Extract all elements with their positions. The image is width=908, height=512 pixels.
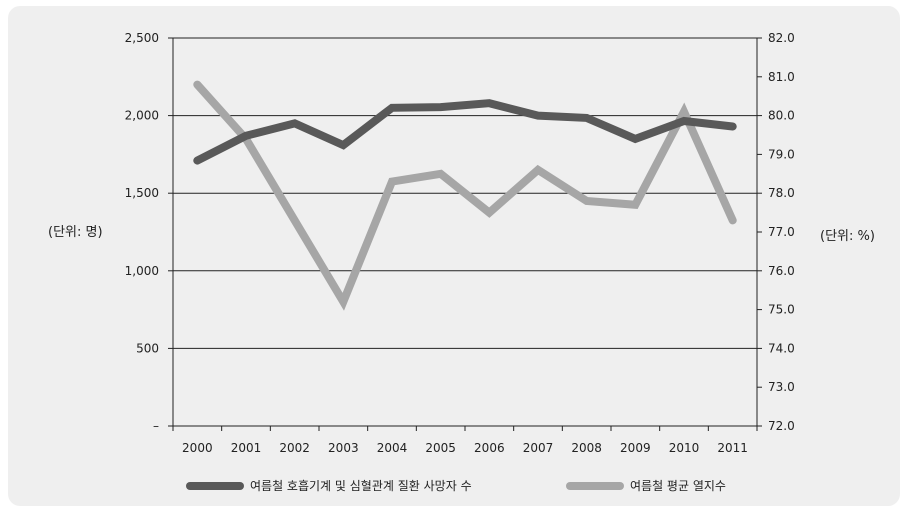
- legend: 여름철 호흡기계 및 심혈관계 질환 사망자 수 여름철 평균 열지수: [186, 479, 726, 493]
- right-tick-label: 72.0: [768, 419, 795, 433]
- right-tick-label: 81.0: [768, 70, 795, 84]
- data-point-deaths: [196, 160, 198, 162]
- series-line-heat-index: [193, 80, 737, 311]
- data-point-heat-index: [294, 219, 296, 221]
- x-tick-label: 2008: [571, 441, 602, 455]
- x-tick-label: 2005: [425, 441, 456, 455]
- tick-labels: – 500 1,000 1,500 2,000 2,500 72.0 73.0 74.0 75.0…: [125, 31, 795, 455]
- right-tick-label: 79.0: [768, 147, 795, 161]
- x-tick-label: 2010: [669, 441, 700, 455]
- left-tick-label: 2,000: [125, 109, 159, 123]
- legend-label-heat-index: 여름철 평균 열지수: [630, 479, 726, 493]
- right-tick-label: 78.0: [768, 186, 795, 200]
- left-axis-unit-label: (단위: 명): [48, 225, 103, 240]
- right-tick-label: 76.0: [768, 264, 795, 278]
- data-point-heat-index: [683, 111, 685, 113]
- data-point-heat-index: [586, 200, 588, 202]
- right-tick-label: 82.0: [768, 31, 795, 45]
- right-tick-label: 77.0: [768, 225, 795, 239]
- data-point-deaths: [488, 102, 490, 104]
- left-tick-label: 1,000: [125, 264, 159, 278]
- legend-label-deaths: 여름철 호흡기계 및 심혈관계 질환 사망자 수: [250, 479, 472, 493]
- x-tick-label: 2007: [523, 441, 554, 455]
- data-point-deaths: [440, 106, 442, 108]
- data-point-deaths: [732, 125, 734, 127]
- data-point-deaths: [537, 115, 539, 117]
- x-tick-label: 2001: [231, 441, 262, 455]
- data-point-heat-index: [391, 181, 393, 183]
- right-tick-label: 80.0: [768, 109, 795, 123]
- x-tick-label: 2009: [620, 441, 651, 455]
- series-lines: [193, 80, 737, 311]
- x-tick-label: 2011: [717, 441, 748, 455]
- x-tick-label: 2003: [328, 441, 359, 455]
- left-tick-label: –: [153, 419, 159, 433]
- data-point-heat-index: [342, 301, 344, 303]
- data-point-deaths: [683, 120, 685, 122]
- data-point-heat-index: [196, 84, 198, 86]
- series-line-deaths: [193, 99, 737, 165]
- left-tick-label: 2,500: [125, 31, 159, 45]
- right-tick-label: 74.0: [768, 341, 795, 355]
- axes: [168, 37, 762, 431]
- data-point-deaths: [634, 138, 636, 140]
- data-point-heat-index: [634, 204, 636, 206]
- x-tick-label: 2000: [182, 441, 213, 455]
- left-tick-label: 500: [136, 341, 159, 355]
- x-tick-label: 2002: [279, 441, 310, 455]
- data-point-deaths: [586, 117, 588, 119]
- data-point-deaths: [391, 107, 393, 109]
- data-point-heat-index: [488, 212, 490, 214]
- right-tick-label: 75.0: [768, 303, 795, 317]
- data-point-heat-index: [537, 169, 539, 171]
- left-tick-label: 1,500: [125, 186, 159, 200]
- data-point-deaths: [294, 122, 296, 124]
- right-axis-unit-label: (단위: %): [820, 229, 875, 244]
- data-point-heat-index: [440, 173, 442, 175]
- data-point-deaths: [245, 135, 247, 137]
- chart-panel: [8, 6, 900, 506]
- x-tick-label: 2004: [377, 441, 408, 455]
- right-tick-label: 73.0: [768, 380, 795, 394]
- data-point-heat-index: [732, 219, 734, 221]
- x-tick-label: 2006: [474, 441, 505, 455]
- data-point-deaths: [342, 144, 344, 146]
